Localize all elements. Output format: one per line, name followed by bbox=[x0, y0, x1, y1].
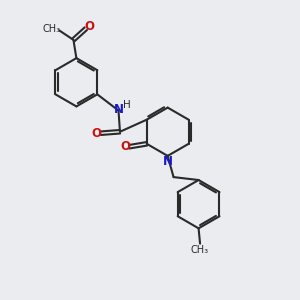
Text: CH₃: CH₃ bbox=[43, 24, 61, 34]
Text: O: O bbox=[84, 20, 94, 33]
Text: N: N bbox=[162, 155, 172, 168]
Text: O: O bbox=[92, 127, 101, 140]
Text: O: O bbox=[120, 140, 130, 153]
Text: N: N bbox=[114, 103, 124, 116]
Text: CH₃: CH₃ bbox=[191, 245, 209, 255]
Text: H: H bbox=[123, 100, 130, 110]
